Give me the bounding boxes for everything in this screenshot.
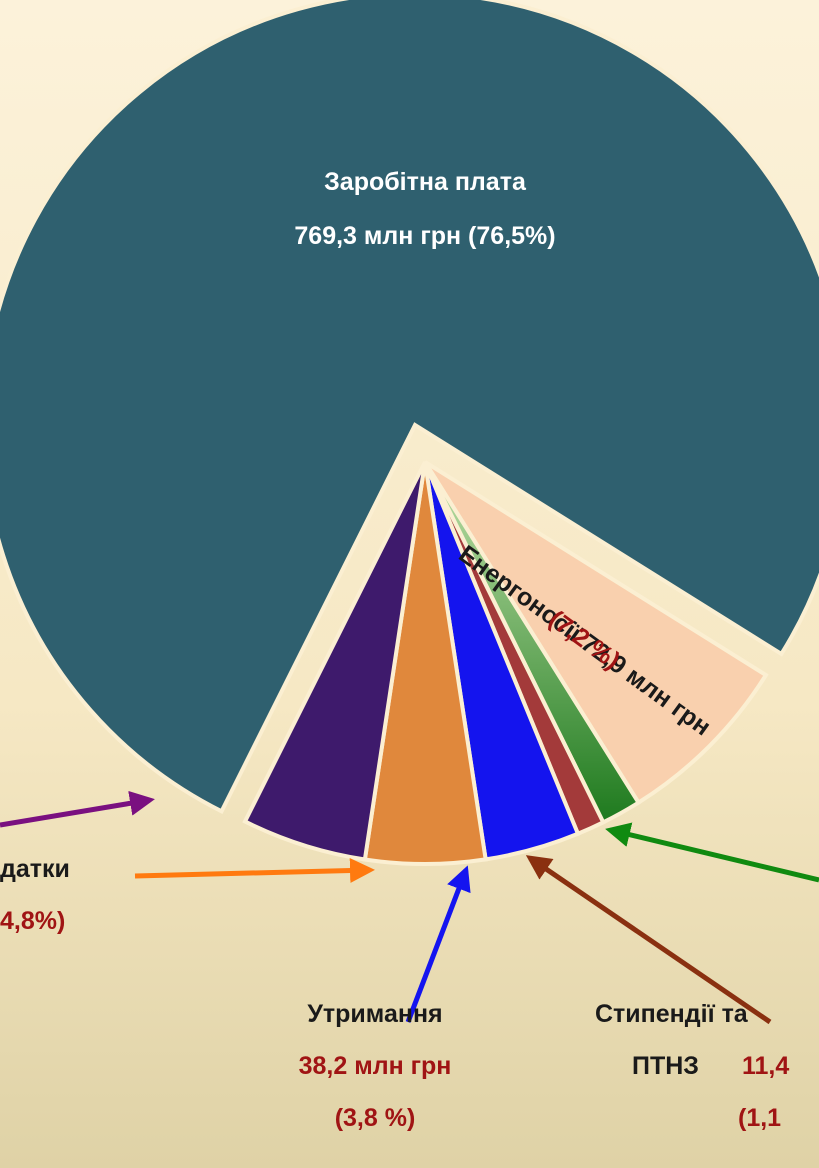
label: ПТНЗ <box>632 1052 699 1080</box>
label: Заробітна плата <box>324 168 526 196</box>
label: 4,8%) <box>0 907 66 935</box>
label: датки <box>0 855 70 883</box>
arrow <box>605 822 819 883</box>
slice <box>0 0 819 814</box>
label: Утримання <box>307 1000 443 1028</box>
arrow <box>405 865 471 1023</box>
arrow <box>0 790 155 828</box>
label: (3,8 %) <box>334 1104 416 1132</box>
slice <box>423 460 769 806</box>
label: (1,1 <box>738 1104 782 1132</box>
label: 11,4 <box>742 1052 790 1080</box>
label: Стипендії та <box>595 1000 748 1028</box>
label: 38,2 млн грн <box>298 1052 452 1080</box>
label: 769,3 млн грн (76,5%) <box>294 222 556 250</box>
arrow <box>525 855 772 1025</box>
arrow <box>134 858 375 884</box>
